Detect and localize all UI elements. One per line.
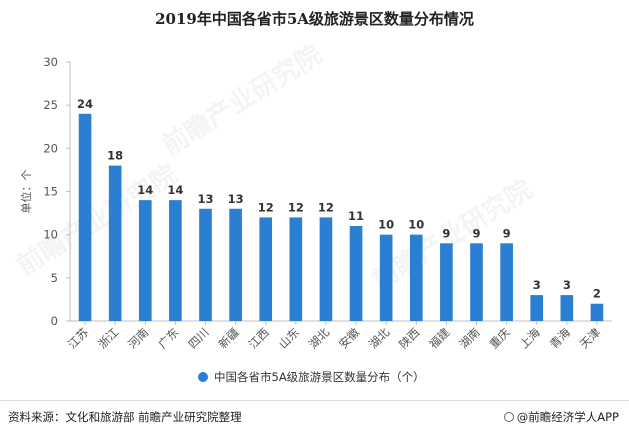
x-tick-label: 四川 xyxy=(185,325,211,351)
bar xyxy=(259,217,273,321)
y-tick-label: 30 xyxy=(43,55,58,69)
x-tick-label: 新疆 xyxy=(216,325,243,352)
x-tick-label: 江苏 xyxy=(65,325,91,351)
bar xyxy=(138,200,152,321)
x-tick-label: 福建 xyxy=(426,325,453,352)
y-tick-label: 0 xyxy=(51,314,58,328)
bar xyxy=(108,165,122,321)
data-label: 13 xyxy=(228,192,244,206)
data-label: 3 xyxy=(533,278,541,292)
legend-marker xyxy=(198,372,208,382)
bar xyxy=(530,295,544,321)
x-tick-label: 上海 xyxy=(517,325,544,352)
data-label: 9 xyxy=(442,226,450,240)
data-label: 3 xyxy=(563,278,571,292)
data-label: 9 xyxy=(503,226,511,240)
bar xyxy=(590,303,604,321)
bar xyxy=(229,208,242,321)
y-tick-label: 20 xyxy=(43,141,58,155)
y-tick-label: 10 xyxy=(43,228,58,242)
x-tick-label: 湖南 xyxy=(456,325,482,351)
data-label: 14 xyxy=(137,183,153,197)
bar xyxy=(379,234,393,321)
data-label: 9 xyxy=(472,226,480,240)
bar xyxy=(440,243,453,321)
data-label: 12 xyxy=(318,200,334,214)
data-label: 13 xyxy=(197,192,213,206)
data-label: 12 xyxy=(288,200,304,214)
data-label: 18 xyxy=(107,149,123,163)
bar xyxy=(319,217,333,321)
data-label: 12 xyxy=(258,200,274,214)
bar xyxy=(500,243,513,321)
x-tick-label: 广东 xyxy=(155,325,181,351)
bar xyxy=(199,208,212,321)
brand-credit: @前瞻经济学人APP xyxy=(503,409,619,425)
data-label: 11 xyxy=(348,209,364,223)
y-tick-label: 25 xyxy=(43,98,58,112)
bar xyxy=(560,295,574,321)
x-tick-label: 天津 xyxy=(577,325,603,351)
x-tick-label: 河南 xyxy=(125,325,151,351)
data-label: 24 xyxy=(77,97,93,111)
x-tick-label: 青海 xyxy=(547,325,574,352)
x-tick-label: 陕西 xyxy=(396,325,422,351)
x-tick-label: 湖北 xyxy=(366,325,393,352)
chart-title: 2019年中国各省市5A级旅游景区数量分布情况 xyxy=(155,10,474,28)
data-label: 2 xyxy=(593,287,601,301)
y-axis-label: 单位：个 xyxy=(19,170,33,214)
bar xyxy=(289,217,303,321)
bar xyxy=(409,234,423,321)
bar xyxy=(470,243,483,321)
brand-text: @前瞻经济学人APP xyxy=(516,410,619,424)
bar-chart: 0 5 10 15 20 25 30 单位：个 24 江苏 18 浙江 14 河南 14 广东 13 四川 13 新疆… xyxy=(19,55,612,384)
y-tick-label: 15 xyxy=(43,185,58,199)
x-tick-label: 江西 xyxy=(246,325,272,351)
x-tick-label: 浙江 xyxy=(95,325,122,352)
y-tick-label: 5 xyxy=(51,271,58,285)
x-tick-label: 山东 xyxy=(276,325,302,351)
data-label: 14 xyxy=(167,183,183,197)
bar xyxy=(349,226,363,321)
legend-label: 中国各省市5A级旅游景区数量分布（个） xyxy=(214,370,425,384)
data-label: 10 xyxy=(408,218,424,232)
x-tick-label: 安徽 xyxy=(336,325,363,352)
brand-logo-icon xyxy=(503,412,514,422)
x-tick-label: 重庆 xyxy=(487,325,514,352)
bar xyxy=(78,113,92,321)
x-tick-label: 湖北 xyxy=(306,325,333,352)
source-note: 资料来源：文化和旅游部 前瞻产业研究院整理 xyxy=(8,410,242,424)
data-label: 10 xyxy=(378,218,394,232)
bar xyxy=(169,200,182,321)
footer: 资料来源：文化和旅游部 前瞻产业研究院整理 @前瞻经济学人APP xyxy=(0,400,629,436)
